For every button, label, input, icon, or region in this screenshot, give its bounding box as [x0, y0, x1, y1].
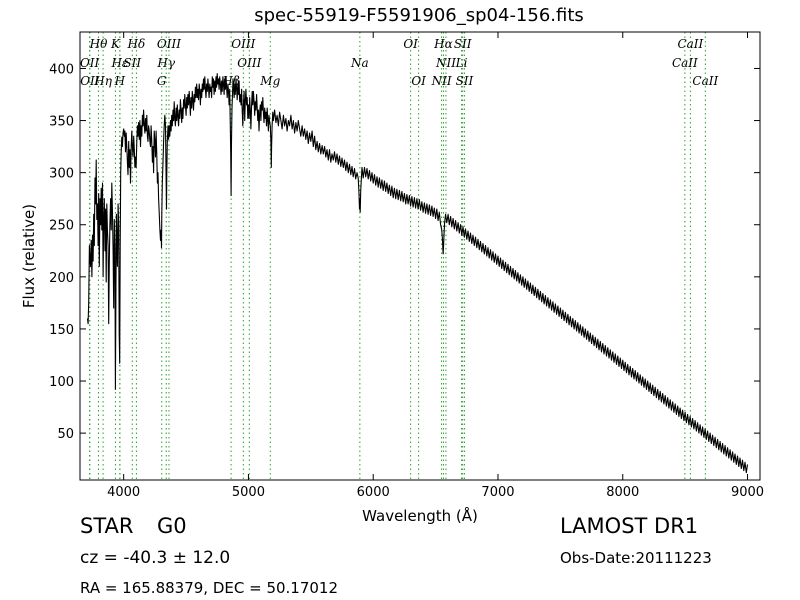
survey-name: LAMOST DR1 [560, 514, 699, 538]
marker-label: NII [435, 56, 456, 70]
marker-label: OII [80, 56, 100, 70]
x-axis-label: Wavelength (Å) [362, 506, 478, 525]
marker-label: CaII [692, 74, 718, 88]
y-tick-label: 200 [49, 271, 74, 286]
marker-label: Hγ [156, 56, 175, 70]
y-tick-label: 250 [49, 219, 74, 234]
redshift-cz: cz = -40.3 ± 12.0 [80, 548, 231, 568]
y-tick-label: 300 [49, 167, 74, 182]
marker-label: OIII [157, 37, 181, 51]
marker-label: Hθ [89, 37, 108, 51]
marker-label: OIII [237, 56, 261, 70]
observation-date: Obs-Date:20111223 [560, 549, 712, 567]
x-tick-label: 5000 [232, 485, 265, 500]
marker-label: Hδ [127, 37, 146, 51]
spectrum-series [86, 73, 749, 474]
marker-label: SII [456, 74, 474, 88]
marker-label: SII [123, 56, 141, 70]
marker-label: Li [455, 56, 468, 70]
y-tick-label: 400 [49, 62, 74, 77]
marker-label: Na [350, 56, 369, 70]
marker-label: Hε [110, 56, 128, 70]
marker-label: K [110, 37, 121, 51]
plot-frame [79, 31, 761, 481]
y-tick-label: 50 [57, 427, 74, 442]
x-tick-label: 9000 [731, 485, 764, 500]
ra-dec-coordinates: RA = 165.88379, DEC = 50.17012 [80, 579, 339, 597]
marker-label: OIII [231, 37, 255, 51]
marker-label: SII [454, 37, 472, 51]
y-tick-label: 350 [49, 115, 74, 130]
y-tick-label: 150 [49, 323, 74, 338]
marker-label: OII [80, 74, 100, 88]
x-tick-label: 8000 [606, 485, 639, 500]
marker-label: CaII [677, 37, 703, 51]
y-tick-label: 100 [49, 375, 74, 390]
marker-label: OI [403, 37, 418, 51]
x-tick-label: 6000 [357, 485, 390, 500]
marker-label: NII [431, 74, 452, 88]
chart-title: spec-55919-F5591906_sp04-156.fits [254, 5, 584, 26]
y-axis-label: Flux (relative) [20, 204, 38, 308]
marker-label: H [114, 74, 126, 88]
object-subclass: G0 [157, 514, 187, 538]
marker-label: Hβ [221, 74, 239, 88]
marker-label: OI [411, 74, 426, 88]
marker-label: G [157, 74, 167, 88]
spectrum-line [86, 73, 749, 474]
line-markers [89, 32, 706, 480]
object-class: STAR [80, 514, 134, 538]
marker-label: Hα [433, 37, 453, 51]
marker-label: Mg [259, 74, 280, 88]
axes: 4000 5000 6000 7000 8000 9000 50 100 150 200 250 30… [20, 32, 764, 525]
marker-label: CaII [672, 56, 698, 70]
x-tick-label: 4000 [107, 485, 140, 500]
x-tick-label: 7000 [481, 485, 514, 500]
marker-label: Hη [93, 74, 112, 88]
